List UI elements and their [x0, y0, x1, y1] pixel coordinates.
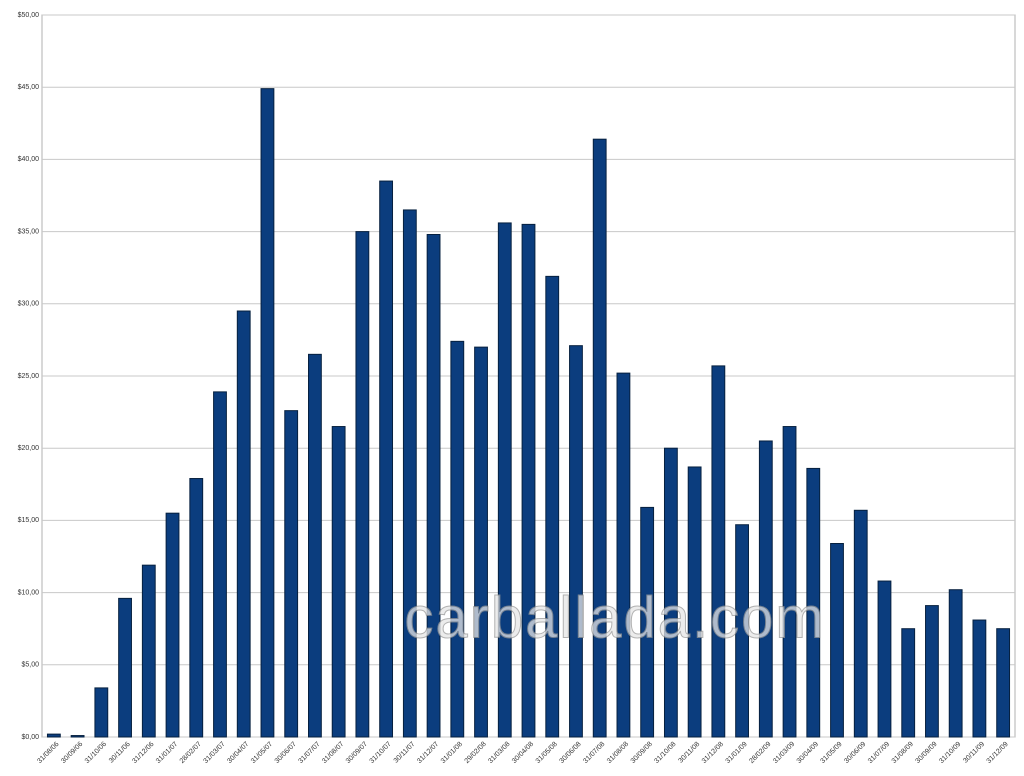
x-tick-label: 30/11/09 [962, 741, 986, 765]
bar [497, 222, 512, 738]
x-tick-label: 31/01/09 [725, 741, 749, 765]
bar [46, 733, 61, 738]
bar [355, 231, 370, 738]
y-tick-label: $45,00 [18, 84, 40, 91]
bar [189, 478, 204, 738]
y-tick-label: $40,00 [18, 156, 40, 163]
bar [165, 512, 180, 738]
x-tick-label: 31/01/08 [440, 741, 464, 765]
bar [379, 180, 394, 738]
bar [569, 345, 583, 738]
bar [925, 605, 939, 738]
bar [735, 524, 749, 738]
x-tick-label: 30/11/06 [108, 741, 132, 765]
x-tick-label: 31/08/06 [36, 741, 60, 765]
bar [545, 275, 560, 738]
bar [284, 410, 299, 738]
y-tick-label: $10,00 [18, 589, 40, 596]
x-tick-label: 28/02/09 [748, 741, 772, 765]
bar [711, 365, 726, 738]
x-tick-label: 31/10/09 [938, 741, 962, 765]
bar [687, 466, 702, 738]
x-tick-label: 30/09/06 [60, 741, 84, 765]
bar [877, 580, 892, 738]
bar [94, 687, 109, 738]
bar [592, 138, 607, 738]
x-tick-label: 31/12/06 [131, 741, 155, 765]
bar [853, 509, 868, 738]
x-tick-label: 30/04/07 [226, 741, 250, 765]
y-tick-label: $30,00 [18, 301, 40, 308]
x-tick-label: 31/05/07 [250, 741, 274, 765]
bar [663, 447, 678, 738]
bar [901, 628, 916, 738]
x-tick-label: 30/04/09 [796, 741, 820, 765]
x-tick-label: 31/05/08 [535, 741, 559, 765]
bar [331, 426, 346, 738]
y-tick-label: $50,00 [18, 12, 40, 19]
bar [782, 426, 797, 738]
x-tick-label: 30/09/09 [914, 741, 938, 765]
y-tick-label: $0,00 [21, 734, 39, 741]
x-tick-label: 31/07/09 [867, 741, 891, 765]
y-tick-label: $20,00 [18, 445, 40, 452]
x-tick-label: 30/09/08 [630, 741, 654, 765]
x-tick-label: 29/02/08 [464, 741, 488, 765]
x-tick-label: 30/11/07 [393, 741, 417, 765]
x-tick-label: 31/08/09 [891, 741, 915, 765]
x-tick-label: 31/08/08 [606, 741, 630, 765]
bar [426, 233, 441, 738]
x-tick-label: 30/06/08 [558, 741, 582, 765]
x-tick-label: 30/06/07 [274, 741, 298, 765]
x-tick-label: 30/09/07 [345, 741, 369, 765]
x-tick-label: 30/06/09 [843, 741, 867, 765]
watermark: carballada.com [404, 585, 825, 650]
y-tick-label: $5,00 [21, 662, 39, 669]
bar [830, 543, 844, 738]
bar [402, 209, 417, 738]
bar [474, 346, 488, 738]
y-tick-label: $25,00 [18, 373, 40, 380]
bar [450, 340, 465, 738]
bar [806, 467, 821, 738]
bar [972, 619, 987, 738]
x-tick-label: 31/07/07 [297, 741, 321, 765]
x-tick-label: 31/01/07 [155, 741, 179, 765]
bar [948, 589, 963, 738]
x-tick-label: 31/03/09 [772, 741, 796, 765]
x-tick-label: 31/10/08 [653, 741, 677, 765]
bar [260, 88, 275, 738]
bar [118, 597, 132, 738]
bar [616, 372, 631, 738]
x-tick-label: 31/12/08 [701, 741, 725, 765]
x-tick-label: 31/03/08 [487, 741, 511, 765]
bar [758, 440, 773, 738]
x-tick-label: 31/08/07 [321, 741, 345, 765]
bar [70, 735, 85, 738]
bar [308, 353, 322, 738]
bar [996, 628, 1011, 738]
x-tick-label: 30/04/08 [511, 741, 535, 765]
bar [141, 564, 156, 738]
x-tick-label: 31/03/07 [202, 741, 226, 765]
x-tick-label: 31/10/07 [369, 741, 393, 765]
x-tick-label: 31/12/09 [986, 741, 1010, 765]
x-tick-label: 31/05/09 [820, 741, 844, 765]
y-tick-label: $15,00 [18, 517, 40, 524]
bar [640, 506, 655, 738]
bar [213, 391, 227, 738]
bar [521, 223, 536, 738]
x-tick-label: 30/11/08 [677, 741, 701, 765]
x-tick-label: 31/07/08 [582, 741, 606, 765]
x-tick-label: 31/10/06 [84, 741, 108, 765]
x-tick-label: 31/12/07 [416, 741, 440, 765]
x-tick-label: 28/02/07 [179, 741, 203, 765]
y-tick-label: $35,00 [18, 228, 40, 235]
bar [236, 310, 251, 738]
